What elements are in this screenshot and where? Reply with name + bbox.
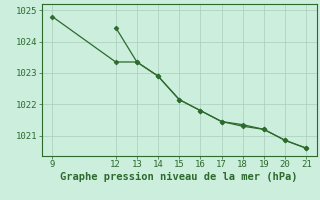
X-axis label: Graphe pression niveau de la mer (hPa): Graphe pression niveau de la mer (hPa) <box>60 172 298 182</box>
